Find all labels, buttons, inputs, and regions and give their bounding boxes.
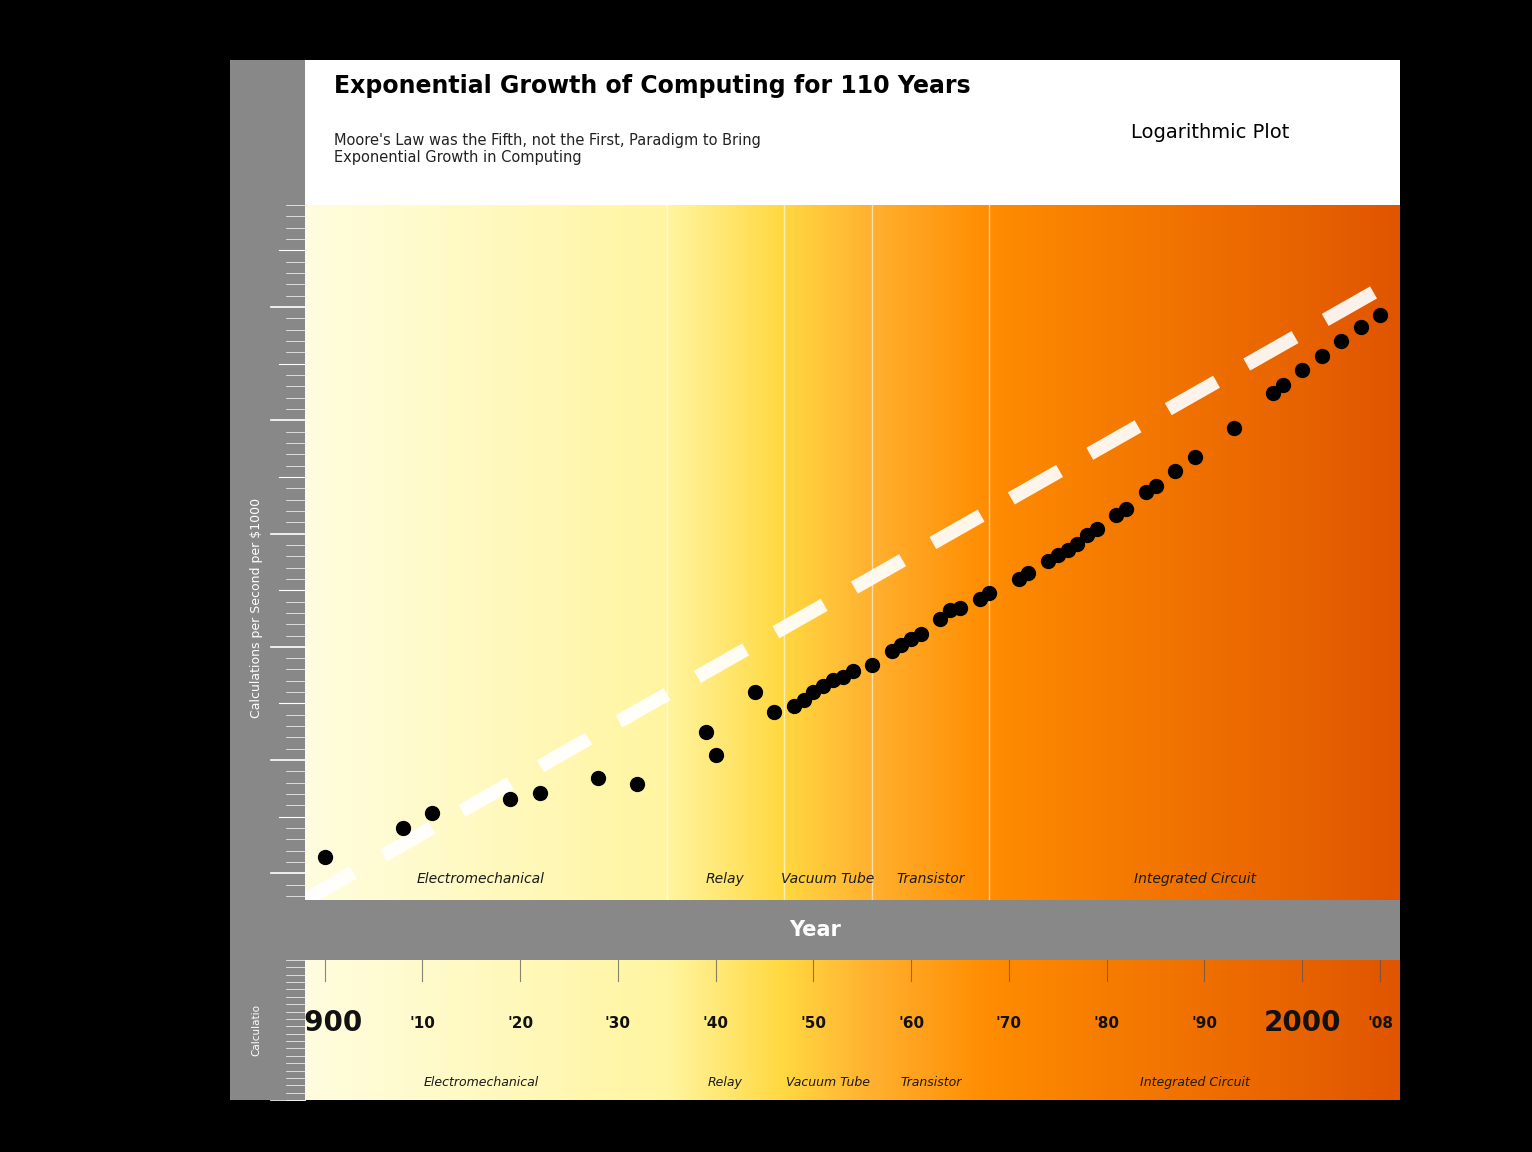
Point [420,804,444,823]
Point [948,598,973,616]
Text: Transistor: Transistor [899,1076,962,1089]
Point [1036,552,1060,570]
Point [1134,483,1158,501]
Point [938,601,962,620]
Point [967,590,991,608]
Text: '08: '08 [1368,1016,1394,1031]
Text: '90: '90 [1192,1016,1218,1031]
Point [1143,477,1167,495]
Point [313,848,337,866]
Point [527,783,552,802]
Point [1290,361,1314,379]
Point [761,703,786,721]
Text: Calculatic: Calculatic [250,988,264,1046]
Text: Calculations per Second per $1000: Calculations per Second per $1000 [250,498,264,718]
Point [1007,569,1031,588]
Text: '60: '60 [898,1016,924,1031]
Point [498,789,522,808]
Text: Calculatio: Calculatio [251,1005,262,1056]
Text: '10: '10 [409,1016,435,1031]
Point [830,668,855,687]
Text: '50: '50 [800,1016,826,1031]
Text: '80: '80 [1094,1016,1120,1031]
Text: 2000: 2000 [1264,1009,1340,1037]
Point [889,636,913,654]
Point [1016,563,1040,582]
Text: '30: '30 [605,1016,631,1031]
Point [1105,506,1129,524]
Point [821,670,846,689]
Point [1330,332,1354,350]
Point [840,662,864,681]
Point [1075,526,1100,545]
Text: '70: '70 [996,1016,1022,1031]
Text: Relay: Relay [706,872,745,886]
Text: Vacuum Tube: Vacuum Tube [786,1076,870,1089]
Text: Electromechanical: Electromechanical [417,872,545,886]
Point [781,697,806,715]
Point [1183,448,1207,467]
Text: Vacuum Tube: Vacuum Tube [781,872,875,886]
Point [801,682,826,700]
Point [1045,546,1069,564]
Point [391,818,415,836]
Text: Relay: Relay [708,1076,743,1089]
Point [1085,520,1109,538]
Point [928,609,953,628]
Point [1114,500,1138,518]
Text: Integrated Circuit: Integrated Circuit [1134,872,1256,886]
Point [587,770,611,788]
Point [899,630,924,649]
Text: '20: '20 [507,1016,533,1031]
Point [625,775,650,794]
Point [1056,540,1080,559]
Point [810,676,835,695]
Point [694,722,719,741]
Point [879,642,904,660]
Point [977,584,1002,602]
Text: Logarithmic Plot: Logarithmic Plot [1131,123,1290,142]
Text: Transistor: Transistor [896,872,965,886]
Point [1163,462,1187,480]
Point [1261,384,1285,402]
Point [1368,305,1393,324]
Point [1348,318,1373,336]
Point [703,746,728,765]
Point [908,624,933,643]
Text: Electromechanical: Electromechanical [423,1076,539,1089]
Point [1270,376,1295,394]
Point [1221,419,1246,438]
Text: Moore's Law was the Fifth, not the First, Paradigm to Bring
Exponential Growth i: Moore's Law was the Fifth, not the First… [334,132,760,165]
Point [1310,347,1334,365]
Text: '40: '40 [703,1016,729,1031]
Point [1065,535,1089,553]
Text: 1900: 1900 [286,1009,363,1037]
Text: Integrated Circuit: Integrated Circuit [1140,1076,1250,1089]
Text: Year: Year [789,920,841,940]
Point [743,682,768,700]
Point [792,691,817,710]
Point [859,657,884,675]
Text: Exponential Growth of Computing for 110 Years: Exponential Growth of Computing for 110 … [334,75,970,99]
